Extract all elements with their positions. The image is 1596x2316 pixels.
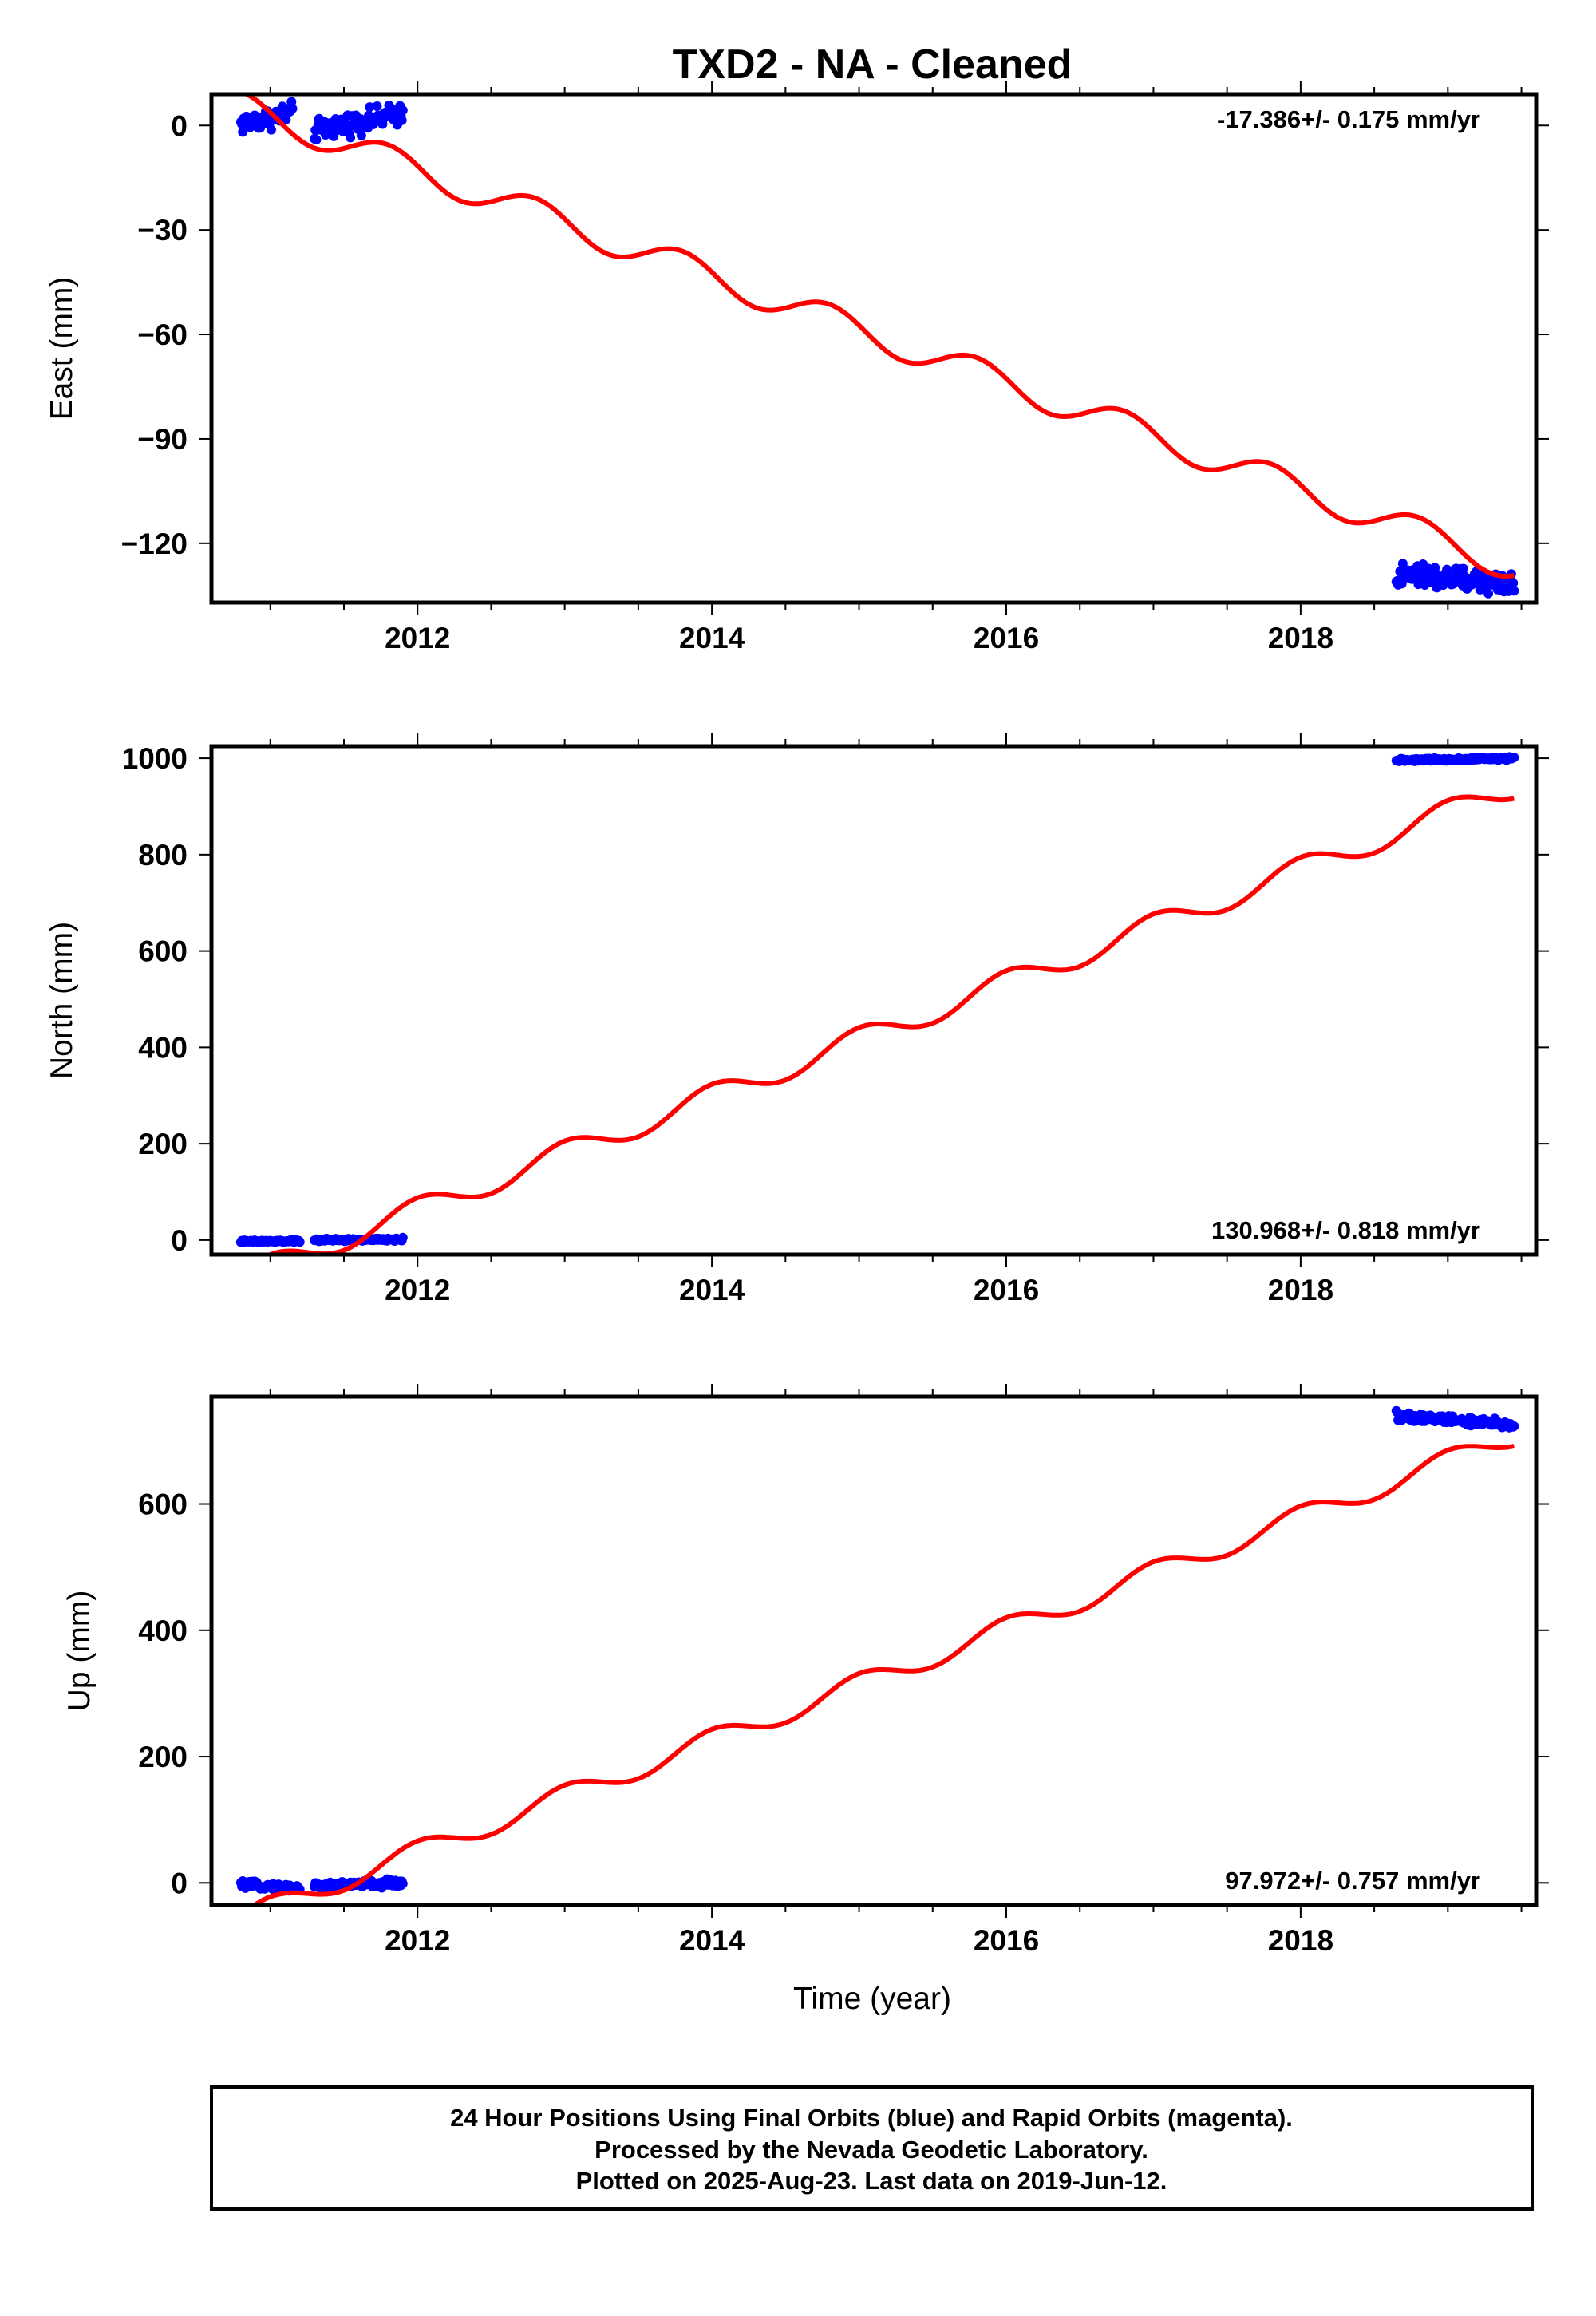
observation-point — [1508, 578, 1519, 588]
x-tick-label: 2018 — [1268, 622, 1333, 654]
x-tick-label: 2014 — [679, 1924, 745, 1957]
north-axis-label: North (mm) — [45, 922, 79, 1079]
footer-box: 24 Hour Positions Using Final Orbits (bl… — [210, 2085, 1534, 2211]
observation-point — [397, 105, 408, 116]
footer-line-3: Plotted on 2025-Aug-23. Last data on 201… — [576, 2167, 1167, 2195]
y-tick-label: −60 — [137, 318, 188, 351]
model-fit-line — [264, 794, 1515, 1255]
y-tick-label: 600 — [138, 1488, 188, 1521]
y-tick-label: 400 — [138, 1031, 188, 1064]
y-tick-label: 800 — [138, 839, 188, 871]
east-rate-label: -17.386+/- 0.175 mm/yr — [1217, 105, 1480, 133]
y-tick-label: 0 — [171, 1224, 188, 1257]
y-tick-label: 600 — [138, 935, 188, 968]
observation-point — [1458, 563, 1468, 574]
observation-point — [281, 114, 291, 124]
north-panel-frame — [209, 744, 1539, 1257]
up-plot-area — [235, 1405, 1519, 1905]
footer-line-2: Processed by the Nevada Geodetic Laborat… — [595, 2136, 1148, 2164]
observation-point — [372, 101, 382, 111]
north-rate-label: 130.968+/- 0.818 mm/yr — [1211, 1216, 1480, 1244]
observation-point — [1509, 753, 1519, 763]
observation-point — [356, 130, 366, 140]
footer-line-1: 24 Hour Positions Using Final Orbits (bl… — [450, 2104, 1293, 2132]
x-tick-label: 2016 — [974, 1274, 1039, 1306]
x-tick-label: 2018 — [1268, 1924, 1333, 1957]
east-axis-label: East (mm) — [45, 277, 79, 421]
up-panel-frame — [209, 1394, 1539, 1907]
y-tick-label: 1000 — [122, 742, 188, 775]
north-panel: 2012 2014 2016 2018 0 200 400 600 800 1000 North (… — [45, 733, 1549, 1306]
x-tick-label: 2016 — [974, 622, 1039, 654]
y-tick-label: −30 — [137, 214, 188, 247]
observation-point — [1509, 1421, 1519, 1431]
x-tick-label: 2014 — [679, 1274, 745, 1306]
y-tick-label: 400 — [138, 1614, 188, 1647]
east-panel: 2012 2014 2016 2018 0 −30 −60 −90 −120 East (mm) -… — [45, 81, 1549, 654]
y-tick-label: 200 — [138, 1128, 188, 1160]
up-panel: 2012 2014 2016 2018 0 200 400 600 Up (mm) 97.972+… — [62, 1384, 1549, 1957]
figure-title: TXD2 - NA - Cleaned — [673, 41, 1073, 88]
observation-point — [397, 1232, 408, 1243]
observation-point — [1483, 588, 1494, 599]
observation-point — [1396, 579, 1407, 589]
x-tick-label: 2012 — [385, 1924, 450, 1957]
observation-point — [397, 1879, 408, 1889]
up-rate-label: 97.972+/- 0.757 mm/yr — [1225, 1867, 1480, 1895]
y-tick-label: 0 — [171, 109, 188, 142]
observation-point — [311, 135, 322, 145]
up-axis-label: Up (mm) — [62, 1591, 97, 1712]
y-tick-label: −120 — [121, 528, 188, 560]
observation-point — [346, 132, 356, 143]
time-axis-label: Time (year) — [793, 1982, 951, 2016]
y-tick-label: 0 — [171, 1867, 188, 1899]
observation-point — [397, 115, 407, 125]
y-tick-label: −90 — [137, 423, 188, 456]
north-plot-area — [235, 752, 1519, 1255]
x-tick-label: 2016 — [974, 1924, 1039, 1957]
x-tick-label: 2012 — [385, 622, 450, 654]
x-tick-label: 2018 — [1268, 1274, 1333, 1306]
model-fit-line — [241, 94, 1515, 579]
observation-point — [287, 104, 298, 114]
east-plot-area — [235, 94, 1519, 599]
model-fit-line — [250, 1443, 1515, 1905]
y-tick-label: 200 — [138, 1741, 188, 1773]
x-tick-label: 2014 — [679, 622, 745, 654]
observation-point — [266, 124, 276, 135]
east-panel-frame — [209, 92, 1539, 605]
observation-point — [365, 102, 375, 113]
x-tick-label: 2012 — [385, 1274, 450, 1306]
observation-point — [1509, 586, 1519, 596]
observation-point — [294, 1237, 305, 1247]
